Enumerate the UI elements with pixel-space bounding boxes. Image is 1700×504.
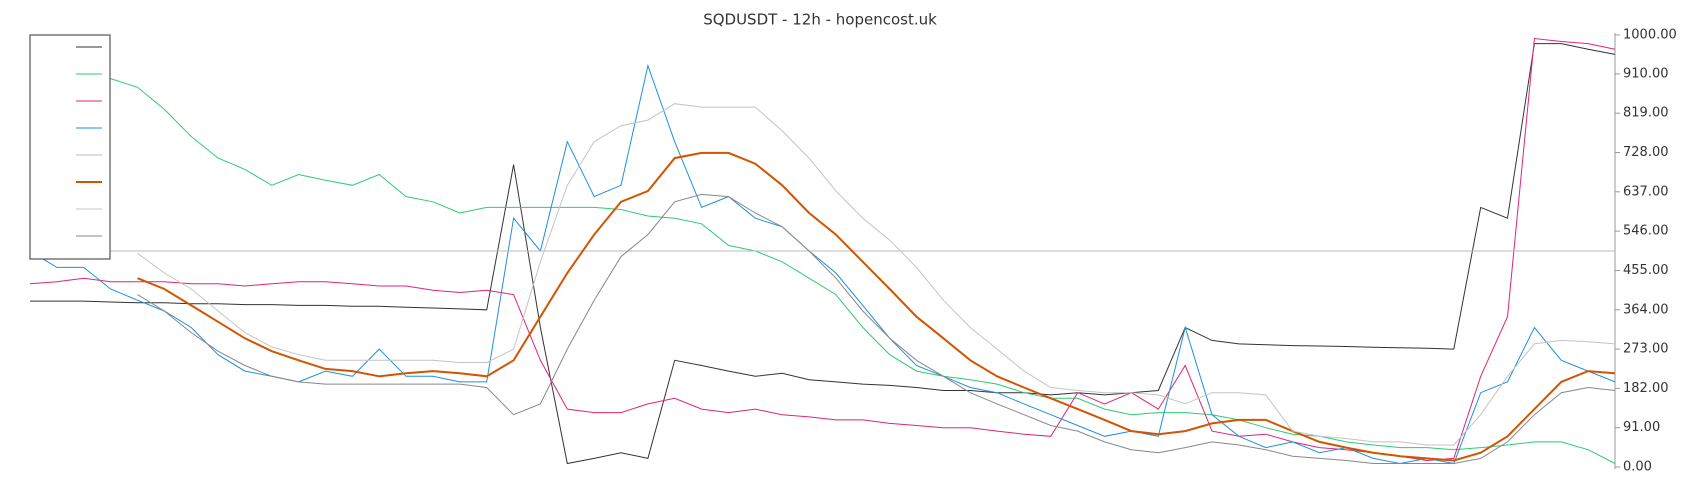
y-tick-label: 91.00 (1623, 420, 1660, 435)
y-tick-label: 364.00 (1623, 302, 1669, 317)
series-line (110, 78, 1616, 464)
series-line (137, 151, 1616, 462)
series-line (137, 103, 1616, 446)
legend-box (29, 34, 111, 260)
y-tick-label: 182.00 (1623, 381, 1669, 396)
y-tick-label: 637.00 (1623, 184, 1669, 199)
y-tick-label: 819.00 (1623, 106, 1669, 121)
y-tick-label: 0.00 (1623, 460, 1652, 475)
y-tick-label: 546.00 (1623, 224, 1669, 239)
series-line (29, 37, 1616, 462)
y-tick-label: 910.00 (1623, 66, 1669, 81)
y-tick-label: 1000.00 (1623, 28, 1677, 43)
series-line (30, 43, 1616, 465)
chart-title: SQDUSDT - 12h - hopencost.uk (703, 11, 937, 29)
y-tick-label: 273.00 (1623, 342, 1669, 357)
y-tick-label: 728.00 (1623, 145, 1669, 160)
legend (29, 34, 111, 260)
series-line (137, 193, 1616, 464)
y-tick-label: 455.00 (1623, 263, 1669, 278)
